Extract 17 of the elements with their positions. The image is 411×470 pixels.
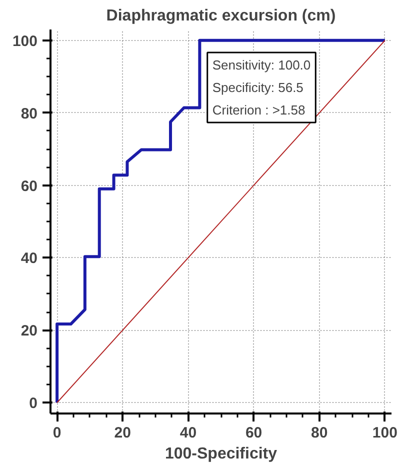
x-tick-label: 60 [245,424,262,442]
y-tick-label: 0 [29,395,38,412]
chart-title: Diaphragmatic excursion (cm) [106,8,336,24]
x-tick-label: 0 [52,424,62,442]
y-tick-label: 60 [20,178,38,195]
y-tick-label: 80 [20,105,38,122]
x-tick-label: 100 [372,424,398,442]
annotation: Sensitivity: 100.0 [212,58,311,73]
x-tick-label: 80 [311,424,328,442]
y-tick-label: 100 [12,32,38,50]
y-tick-label: 40 [20,250,38,268]
x-axis-title: 100-Specificity [164,446,278,462]
annotation: Specificity: 56.5 [212,80,304,96]
x-tick-label: 20 [114,424,131,442]
y-tick-label: 20 [20,322,38,340]
annotation: Criterion : >1.58 [212,102,306,118]
x-tick-label: 40 [180,424,197,442]
